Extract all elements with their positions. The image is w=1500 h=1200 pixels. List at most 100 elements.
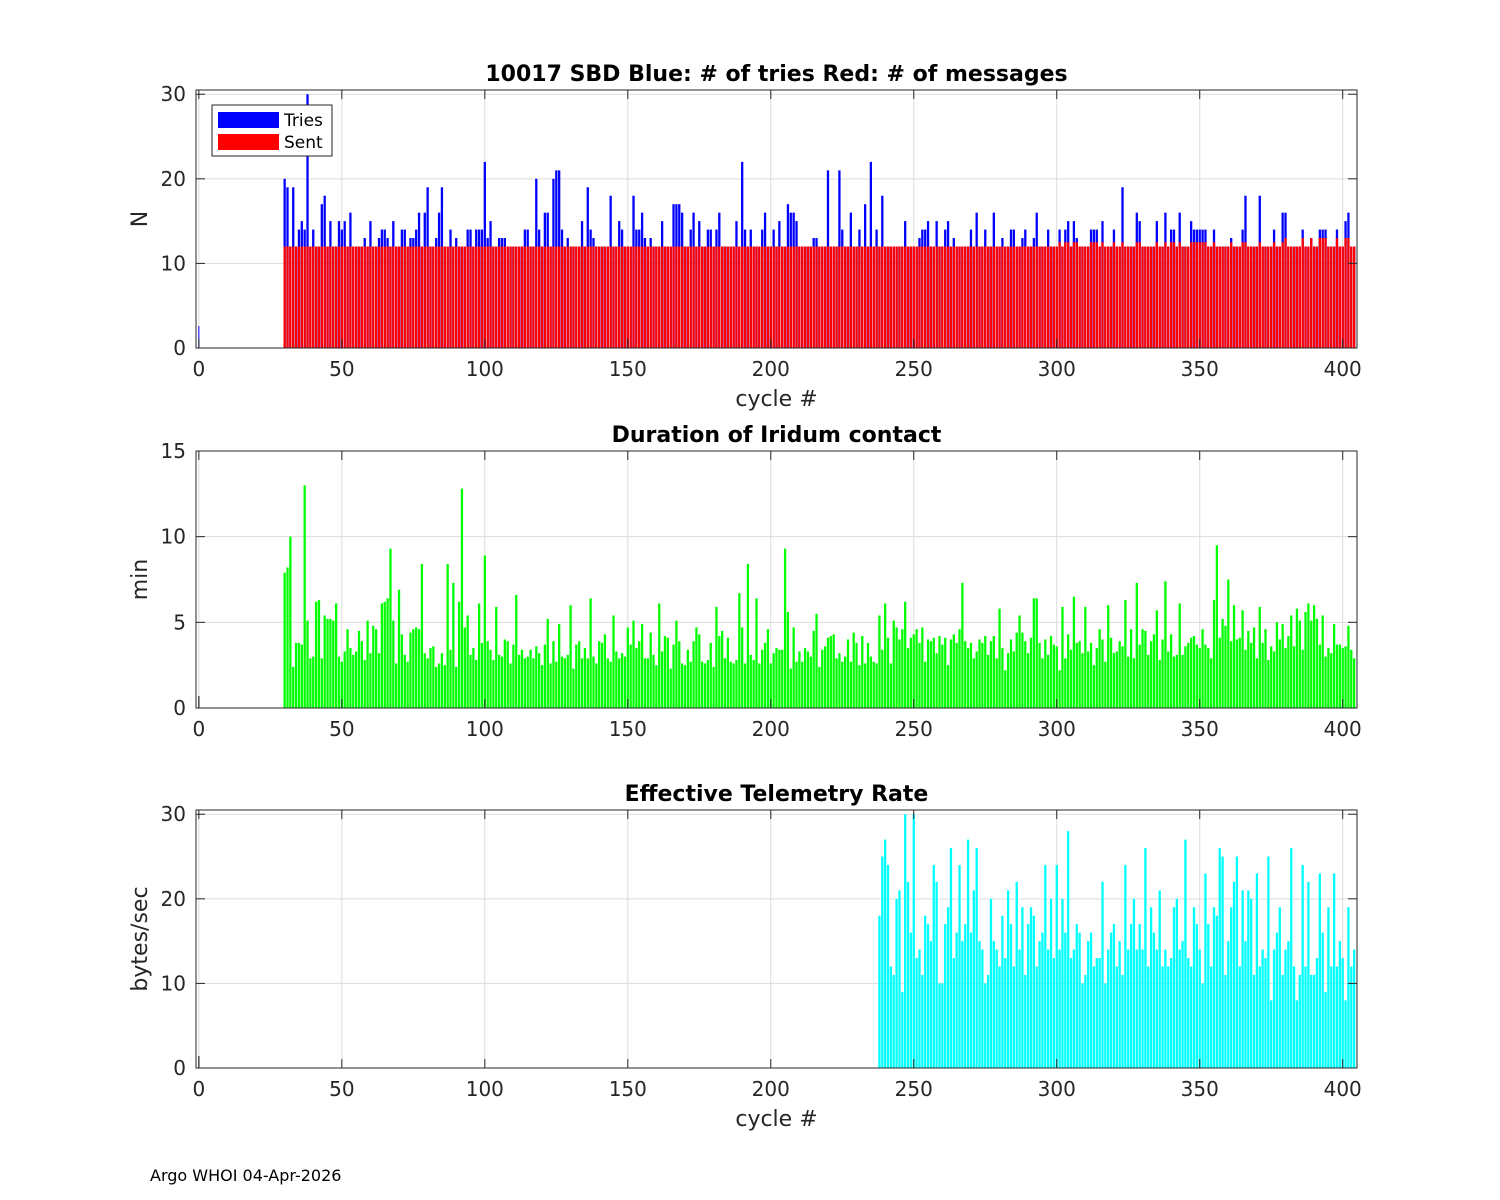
data-bar [1270,1000,1273,1068]
data-bar [809,656,812,708]
data-bar [1221,856,1224,1068]
data-bar [1001,648,1004,708]
data-bar [1069,958,1073,1068]
sent-bar [349,246,352,348]
sent-bar [701,246,704,348]
data-bar [515,594,518,708]
sent-bar [1132,246,1136,348]
sent-bar [952,246,955,348]
data-bar [1067,831,1070,1068]
data-bar [432,646,435,708]
sent-bar [543,246,547,348]
data-bar [783,548,787,708]
data-bar [1295,608,1299,708]
data-bar [420,564,424,708]
x-tick-label: 300 [1038,717,1076,741]
data-bar [297,642,301,708]
data-bar [1127,949,1130,1068]
sent-bar [915,246,918,348]
sent-bar [1012,246,1015,348]
sent-bar [1027,246,1030,348]
sent-bar [615,246,618,348]
data-bar [732,663,735,708]
sent-bar [1204,242,1207,348]
sent-bar [1161,246,1164,348]
data-bar [1332,624,1336,708]
sent-bar [964,246,967,348]
sent-bar [1321,238,1324,348]
x-tick-label: 150 [609,1077,647,1101]
data-bar [889,966,893,1068]
sent-bar [1101,242,1104,348]
data-bar [901,991,904,1068]
data-bar [949,639,953,708]
x-tick-label: 350 [1181,357,1219,381]
sent-bar [1058,242,1061,348]
data-bar [775,648,778,708]
x-tick-label: 0 [192,717,205,741]
data-bar [1095,648,1098,708]
data-bar [646,658,649,708]
sent-bar [969,246,973,348]
data-bar [741,627,744,708]
data-bar [1041,658,1044,708]
data-bar [680,663,684,708]
data-bar [964,924,967,1068]
data-bar [1350,966,1353,1068]
sent-bar [343,246,346,348]
data-bar [409,632,412,708]
data-bar [354,651,358,708]
legend-swatch-sent [218,134,279,150]
sent-bar [598,246,601,348]
y-tick-label: 10 [161,971,186,995]
data-bar [1175,898,1178,1068]
sent-bar [889,246,893,348]
sent-bar [1072,242,1076,348]
sent-bar [466,246,469,348]
sent-bar [618,246,621,348]
data-bar [334,603,338,708]
data-bar [1044,639,1047,708]
sent-bar [944,246,947,348]
x-tick-label: 0 [192,1077,205,1101]
data-bar [1198,949,1201,1068]
chart-title: Effective Telemetry Rate [625,782,929,807]
data-bar [1238,637,1241,708]
sent-bar [354,246,358,348]
x-tick-label: 400 [1324,357,1362,381]
data-bar [466,615,469,708]
data-bar [1341,648,1344,708]
data-bar [726,637,730,708]
data-bar [443,665,446,708]
data-bar [1004,958,1007,1068]
data-bar [932,864,935,1068]
sent-bar [663,246,667,348]
data-bar [1210,966,1213,1068]
data-bar [618,658,621,708]
data-bar [1352,949,1356,1068]
sent-bar [949,246,953,348]
data-bar [864,663,867,708]
data-bar [721,630,724,708]
data-bar [1027,924,1030,1068]
data-bar [798,651,801,708]
data-bar [1161,966,1164,1068]
data-bar [1210,658,1213,708]
data-bar [743,663,747,708]
sent-bar [995,246,998,348]
sent-bar [812,246,815,348]
x-tick-label: 100 [466,357,504,381]
data-bar [1049,636,1053,708]
data-bar [961,941,964,1068]
sent-bar [1250,246,1253,348]
sent-bar [515,246,518,348]
data-bar [395,663,398,708]
sent-bar [1258,242,1261,348]
sent-bar [1290,246,1293,348]
sent-bar [1235,246,1239,348]
data-bar [1264,958,1267,1068]
sent-bar [640,246,644,348]
data-bar [372,625,375,708]
data-bar [1018,615,1021,708]
